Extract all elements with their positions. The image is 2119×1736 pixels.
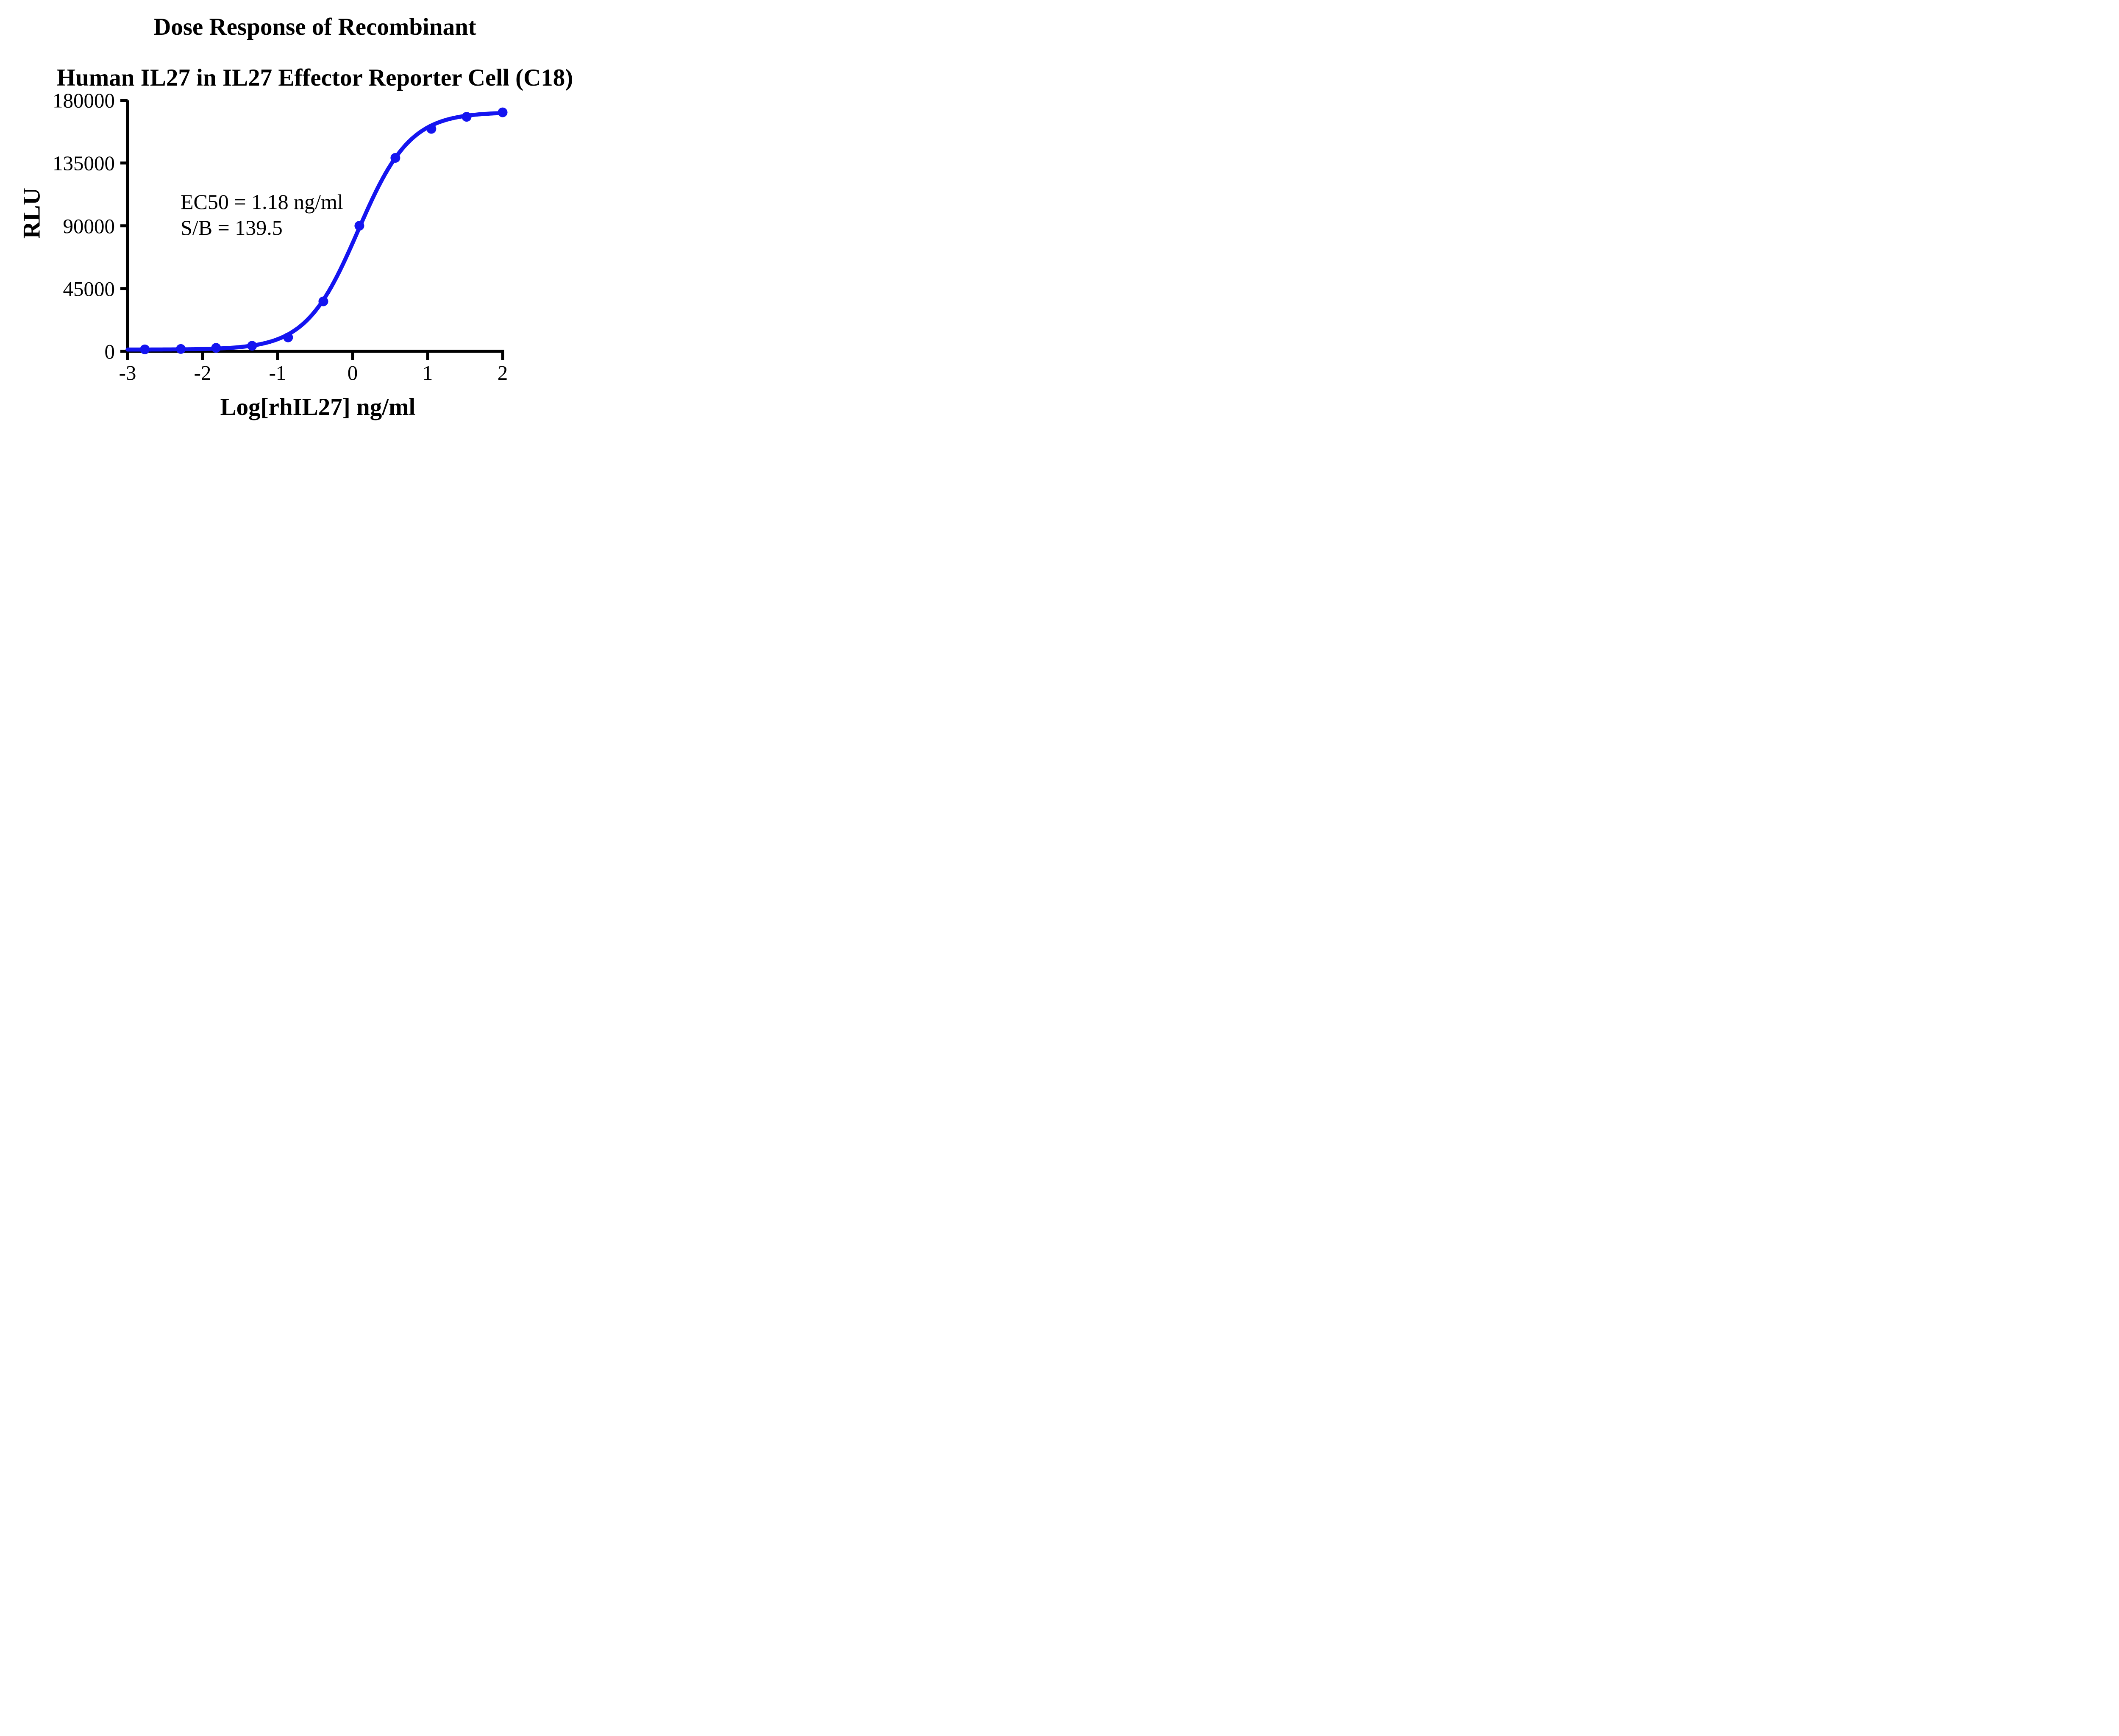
y-tick-label: 135000 — [53, 152, 115, 175]
data-point — [211, 343, 221, 353]
fit-annotation: EC50 = 1.18 ng/ml S/B = 139.5 — [181, 189, 343, 241]
x-tick-label: -2 — [194, 361, 211, 384]
y-tick-label: 180000 — [53, 89, 115, 112]
chart-title-line1: Dose Response of Recombinant — [153, 14, 476, 40]
data-point — [462, 112, 472, 122]
ec50-annotation: EC50 = 1.18 ng/ml — [181, 190, 343, 214]
dose-response-curve — [125, 111, 505, 352]
x-tick-label: -3 — [119, 361, 136, 384]
data-point — [140, 344, 150, 354]
x-tick-label: 1 — [423, 361, 433, 384]
sb-annotation: S/B = 139.5 — [181, 216, 283, 239]
y-tick-label: 0 — [105, 340, 115, 363]
x-tick-label: 2 — [498, 361, 508, 384]
data-point — [283, 332, 293, 342]
data-point — [390, 153, 400, 163]
data-point — [318, 296, 328, 306]
y-tick-label: 90000 — [63, 214, 115, 238]
data-point — [426, 124, 437, 134]
chart-title: Dose Response of Recombinant Human IL27 … — [34, 14, 596, 91]
y-tick-label: 45000 — [63, 277, 115, 300]
x-axis-title: Log[rhIL27] ng/ml — [220, 394, 416, 420]
plot-area: 0 45000 90000 135000 180000 -3 -2 -1 0 1 2 — [53, 89, 508, 385]
x-tick-label: -1 — [269, 361, 286, 384]
chart-title-line2: Human IL27 in IL27 Effector Reporter Cel… — [56, 64, 573, 91]
data-point — [498, 107, 508, 117]
dose-response-figure: Dose Response of Recombinant Human IL27 … — [0, 0, 596, 434]
data-point — [247, 341, 257, 351]
data-point — [354, 221, 364, 231]
data-point — [176, 344, 186, 354]
x-tick-label: 0 — [348, 361, 358, 384]
